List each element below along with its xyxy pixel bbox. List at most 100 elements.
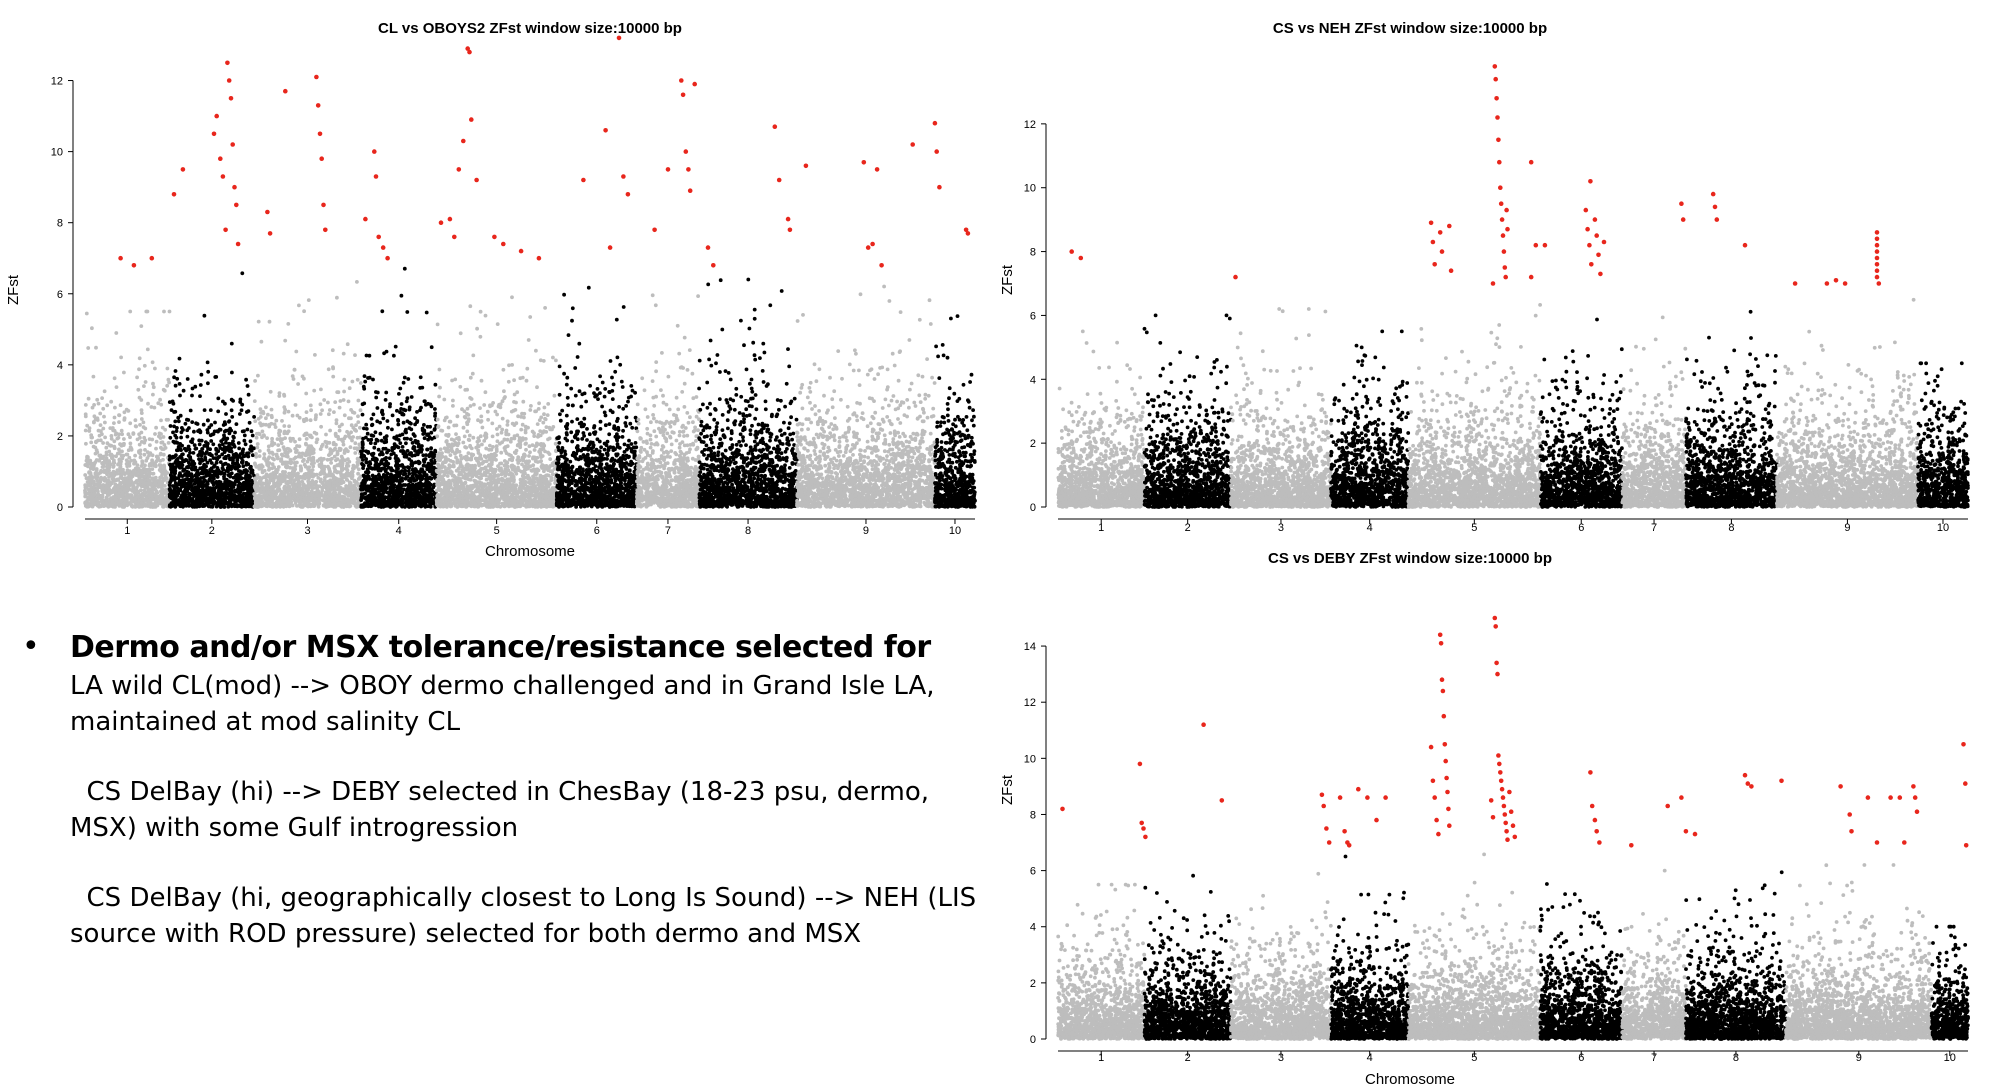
window-point — [311, 480, 315, 485]
window-point — [83, 428, 88, 433]
window-point — [190, 420, 195, 424]
window-point — [272, 441, 277, 446]
window-point — [422, 470, 426, 475]
window-point — [240, 271, 245, 276]
window-point — [334, 421, 339, 426]
window-point — [374, 478, 379, 483]
window-point — [215, 481, 219, 486]
window-point — [222, 433, 226, 438]
window-point — [173, 419, 178, 424]
window-point — [336, 390, 341, 395]
window-point — [379, 459, 384, 464]
window-point — [333, 476, 337, 480]
window-point — [259, 339, 264, 344]
window-point — [340, 499, 345, 504]
window-point — [418, 375, 423, 380]
window-point — [101, 406, 106, 411]
window-point — [112, 415, 117, 420]
window-point — [428, 482, 433, 487]
window-point — [208, 408, 213, 412]
window-point — [145, 309, 150, 314]
window-point — [99, 504, 103, 509]
window-point — [204, 464, 209, 469]
window-point — [93, 472, 98, 477]
window-point — [404, 498, 409, 502]
y-tick-label: 0 — [57, 502, 63, 514]
window-point — [187, 426, 191, 430]
window-point — [289, 460, 294, 464]
window-point — [173, 369, 178, 373]
window-point — [168, 424, 173, 428]
window-point — [243, 442, 248, 447]
window-point — [422, 436, 427, 441]
window-point — [326, 367, 331, 372]
window-point — [89, 440, 94, 445]
window-point — [101, 441, 105, 445]
window-point — [308, 418, 313, 423]
window-point — [399, 499, 404, 503]
window-point — [337, 463, 342, 468]
window-point — [257, 497, 262, 501]
window-point — [144, 458, 149, 463]
window-point — [322, 471, 327, 476]
window-point — [331, 366, 335, 371]
window-point — [374, 395, 379, 400]
window-point — [257, 479, 262, 483]
window-point — [206, 490, 210, 495]
window-point — [266, 444, 271, 449]
window-point — [103, 435, 107, 440]
window-point — [185, 417, 189, 422]
window-point — [137, 442, 142, 447]
window-point — [389, 468, 394, 473]
window-point — [217, 454, 222, 459]
window-point — [347, 386, 352, 391]
window-point — [97, 458, 102, 463]
window-point — [205, 360, 210, 365]
window-point — [269, 407, 274, 412]
window-point — [432, 473, 436, 477]
window-point — [188, 408, 193, 413]
window-point — [86, 346, 91, 350]
window-point — [360, 412, 365, 417]
window-point — [109, 434, 114, 438]
window-point — [249, 487, 254, 492]
window-point — [386, 479, 391, 484]
window-point — [94, 448, 99, 453]
window-point — [128, 435, 132, 440]
window-point — [377, 494, 381, 498]
window-point — [366, 451, 371, 455]
window-point — [364, 460, 369, 465]
window-point — [315, 492, 320, 496]
window-point — [154, 483, 159, 488]
window-point — [193, 384, 198, 389]
window-point — [114, 431, 119, 436]
window-point — [399, 293, 404, 298]
window-point — [87, 426, 92, 430]
window-point — [318, 402, 323, 407]
window-point — [183, 421, 188, 426]
window-point — [94, 345, 98, 350]
window-point — [355, 280, 359, 284]
window-point — [297, 303, 301, 308]
window-point — [358, 425, 362, 430]
window-point — [362, 426, 366, 431]
window-point — [94, 482, 99, 487]
window-point — [341, 351, 346, 356]
window-point — [157, 468, 162, 472]
window-point — [161, 435, 166, 439]
window-point — [368, 462, 373, 466]
window-point — [229, 341, 234, 346]
window-point — [91, 464, 96, 469]
window-point — [208, 433, 213, 438]
window-point — [104, 450, 109, 455]
window-point — [124, 495, 129, 500]
window-point — [350, 469, 355, 474]
window-point — [192, 443, 197, 447]
window-point — [125, 488, 130, 493]
window-point — [111, 428, 115, 433]
window-point — [202, 408, 207, 412]
window-point — [169, 501, 174, 505]
window-point — [331, 448, 335, 453]
window-point — [190, 467, 195, 472]
window-point — [315, 459, 320, 463]
